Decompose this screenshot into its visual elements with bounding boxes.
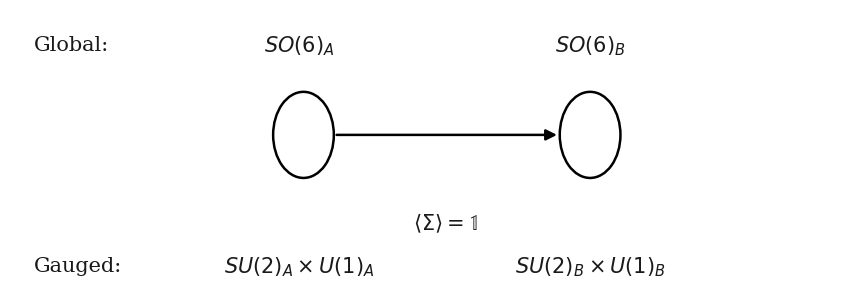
Text: $SO(6)_A$: $SO(6)_A$	[264, 34, 335, 58]
Text: Gauged:: Gauged:	[34, 257, 122, 276]
Ellipse shape	[273, 92, 334, 178]
Text: $SO(6)_B$: $SO(6)_B$	[555, 34, 626, 58]
Text: $SU(2)_B \times U(1)_B$: $SU(2)_B \times U(1)_B$	[515, 255, 665, 279]
Text: Global:: Global:	[34, 36, 109, 55]
Text: $SU(2)_A \times U(1)_A$: $SU(2)_A \times U(1)_A$	[224, 255, 374, 279]
Ellipse shape	[560, 92, 620, 178]
Text: $\langle\Sigma\rangle = \mathbb{1}$: $\langle\Sigma\rangle = \mathbb{1}$	[413, 213, 477, 235]
